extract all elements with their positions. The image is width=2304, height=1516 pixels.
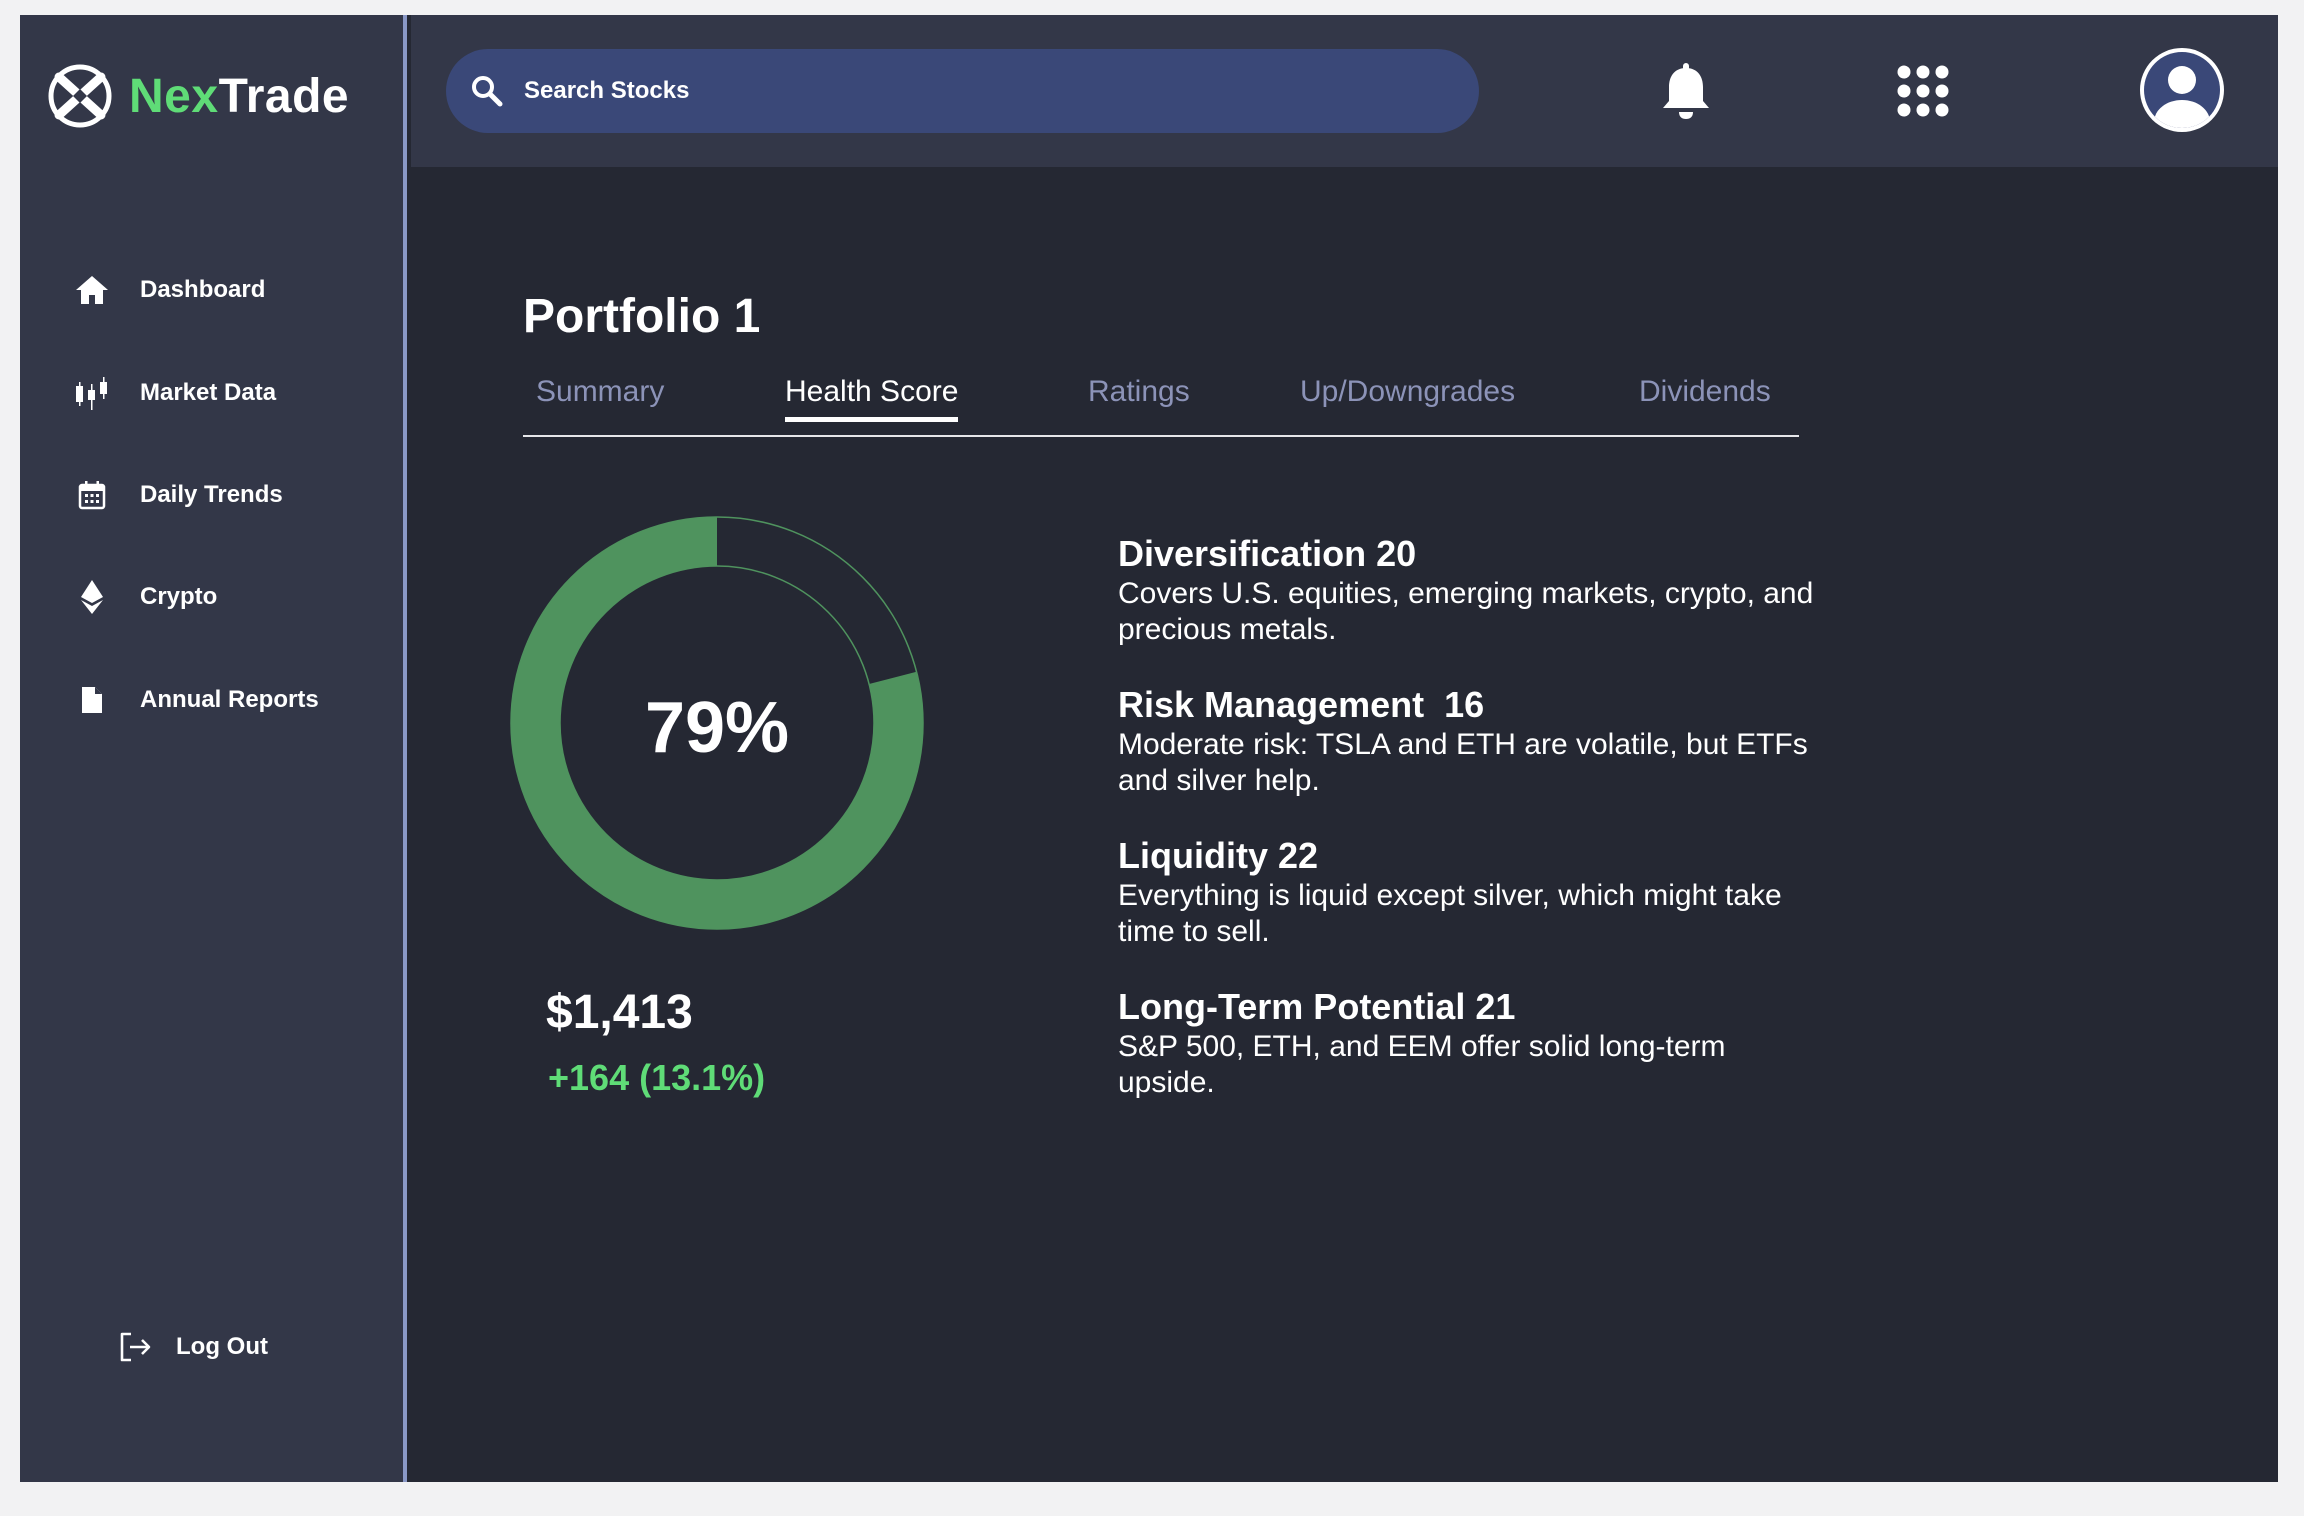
ethereum-icon <box>72 577 112 617</box>
sidebar-item-crypto[interactable]: Crypto <box>72 567 217 627</box>
sidebar-item-market-data[interactable]: Market Data <box>72 363 276 423</box>
metric-description: Covers U.S. equities, emerging markets, … <box>1118 577 1814 646</box>
sidebar-item-label: Crypto <box>140 583 218 610</box>
apps-grid-icon[interactable] <box>1895 63 1951 119</box>
metric-title: Liquidity 22 <box>1118 835 1319 876</box>
health-score-gauge <box>510 516 924 930</box>
sidebar-item-label: Dashboard <box>140 276 266 303</box>
metric-description: S&P 500, ETH, and EEM offer solid long-t… <box>1118 1030 1726 1099</box>
logout-button[interactable]: Log Out <box>116 1322 268 1372</box>
logout-label: Log Out <box>176 1333 268 1360</box>
home-icon <box>72 270 112 310</box>
tab-bar: Summary Health Score Ratings Up/Downgrad… <box>523 367 1799 437</box>
portfolio-change: +164 (13.1%) <box>548 1057 766 1098</box>
sidebar-item-label: Annual Reports <box>140 686 319 713</box>
metric-title: Risk Management 16 <box>1118 684 1485 725</box>
brand-name-nex: Nex <box>129 69 219 123</box>
crossed-circle-logo-icon <box>48 64 112 128</box>
sidebar-item-daily-trends[interactable]: Daily Trends <box>72 465 283 525</box>
metric-item-diversification: Diversification 20 Covers U.S. equities,… <box>1118 534 1818 648</box>
document-icon <box>72 680 112 720</box>
brand-name: NexTrade <box>129 69 349 124</box>
tab-health-score[interactable]: Health Score <box>785 375 959 422</box>
calendar-icon <box>72 475 112 515</box>
health-score-value: 79% <box>644 688 790 768</box>
sidebar-item-dashboard[interactable]: Dashboard <box>72 260 265 320</box>
top-bar <box>411 15 2278 167</box>
main-content: Portfolio 1 Summary Health Score Ratings… <box>411 167 2278 1482</box>
metric-title: Long-Term Potential 21 <box>1118 986 1516 1027</box>
metric-item-risk-management: Risk Management 16 Moderate risk: TSLA a… <box>1118 685 1818 799</box>
candlestick-icon <box>72 373 112 413</box>
page-title: Portfolio 1 <box>523 290 761 343</box>
metric-item-liquidity: Liquidity 22 Everything is liquid except… <box>1118 836 1818 950</box>
search-bar[interactable] <box>446 49 1479 133</box>
search-input[interactable] <box>524 77 1424 105</box>
metric-item-long-term-potential: Long-Term Potential 21 S&P 500, ETH, and… <box>1118 987 1818 1101</box>
user-avatar-icon[interactable] <box>2138 46 2226 134</box>
brand-name-trade: Trade <box>218 69 350 123</box>
portfolio-balance: $1,413 <box>546 986 693 1039</box>
search-icon <box>472 76 503 107</box>
logout-icon <box>116 1327 156 1367</box>
tab-up-downgrades[interactable]: Up/Downgrades <box>1300 375 1516 408</box>
metric-title: Diversification 20 <box>1118 533 1417 574</box>
sidebar-item-label: Daily Trends <box>140 481 283 508</box>
sidebar-item-label: Market Data <box>140 379 277 406</box>
sidebar: NexTrade Dashboard <box>20 15 407 1482</box>
tab-ratings[interactable]: Ratings <box>1088 375 1190 408</box>
tab-summary[interactable]: Summary <box>536 375 665 408</box>
sidebar-item-annual-reports[interactable]: Annual Reports <box>72 670 319 730</box>
metric-description: Everything is liquid except silver, whic… <box>1118 879 1782 948</box>
app-window: NexTrade Dashboard <box>20 15 2278 1482</box>
tab-dividends[interactable]: Dividends <box>1639 375 1771 408</box>
metric-description: Moderate risk: TSLA and ETH are volatile… <box>1118 728 1808 797</box>
brand-logo[interactable]: NexTrade <box>47 56 349 136</box>
bell-icon[interactable] <box>1657 61 1715 121</box>
